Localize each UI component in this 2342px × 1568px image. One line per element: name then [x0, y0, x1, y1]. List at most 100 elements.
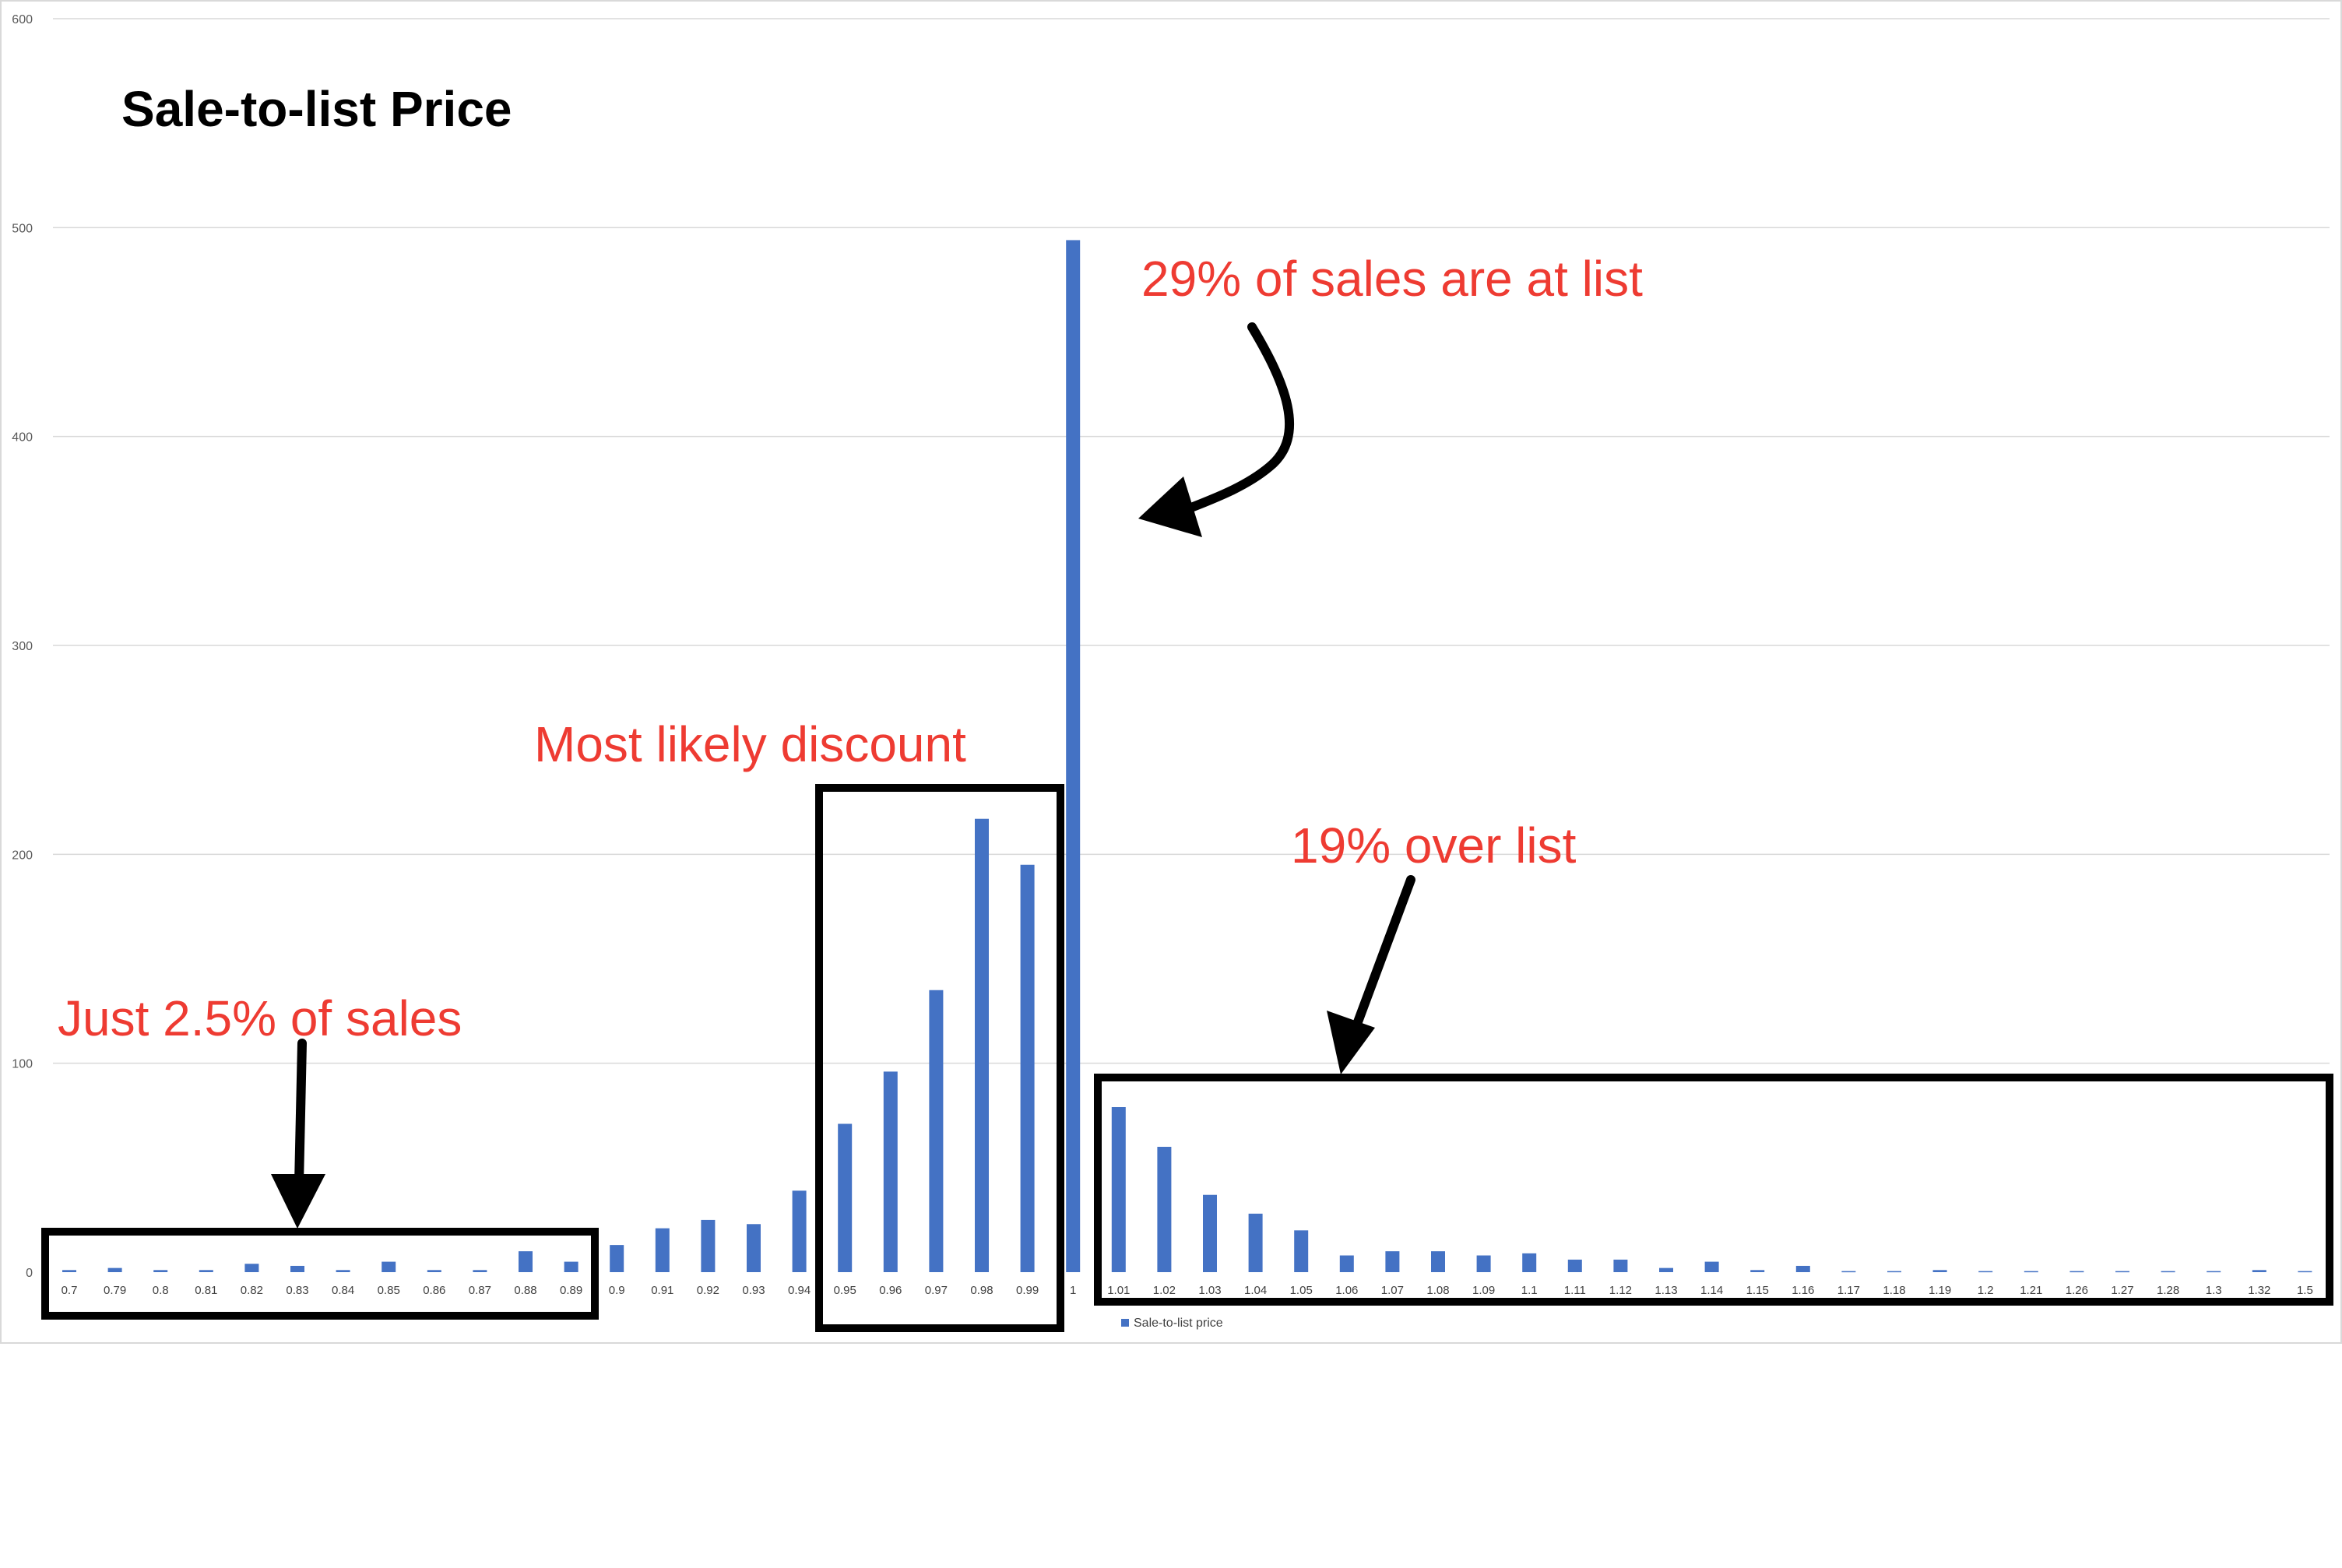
x-tick-label: 1.16: [1792, 1284, 1814, 1297]
y-axis-ticks: 0 100 200 300 400 500 600: [12, 13, 33, 1280]
annotation-at-list: 29% of sales are at list: [1141, 251, 1643, 307]
annotation-low: Just 2.5% of sales: [58, 990, 462, 1046]
arrow-low: [271, 1039, 325, 1229]
bar: [1294, 1230, 1309, 1272]
x-tick-label: 0.93: [742, 1284, 765, 1297]
bar: [2024, 1271, 2038, 1273]
bar: [336, 1270, 350, 1272]
bar: [1020, 864, 1035, 1272]
highlight-box-discount: [815, 784, 1064, 1332]
x-tick-label: 0.88: [514, 1284, 536, 1297]
bar: [1567, 1259, 1582, 1272]
bar: [153, 1270, 168, 1272]
bar: [382, 1261, 396, 1272]
x-tick-label: 0.79: [104, 1284, 126, 1297]
arrow-over-list: [1327, 875, 1415, 1074]
bar: [1066, 240, 1081, 1272]
x-axis-ticks: 0.7 0.79 0.8 0.81 0.82 0.83 0.84 0.85 0.86 0.87 0.…: [62, 1284, 2313, 1297]
annotation-over-list: 19% over list: [1291, 817, 1577, 874]
bar: [1431, 1251, 1445, 1272]
chart-border: [0, 0, 2342, 1344]
x-tick-label: 0.82: [241, 1284, 263, 1297]
y-tick-label: 400: [12, 431, 33, 445]
x-tick-label: 1.17: [1837, 1284, 1860, 1297]
x-tick-label: 0.89: [560, 1284, 582, 1297]
gridlines: [53, 18, 2330, 1064]
bar: [1339, 1255, 1354, 1272]
chart-title: Sale-to-list Price: [121, 81, 512, 137]
bar: [564, 1261, 578, 1272]
x-tick-label: 1.04: [1244, 1284, 1267, 1297]
x-tick-label: 1.19: [1929, 1284, 1951, 1297]
bar: [2252, 1270, 2266, 1272]
x-tick-label: 0.87: [469, 1284, 491, 1297]
bar: [2207, 1271, 2221, 1273]
bar: [1704, 1261, 1719, 1272]
legend-swatch: [1121, 1319, 1129, 1327]
bar: [883, 1071, 898, 1272]
x-tick-label: 1.08: [1426, 1284, 1449, 1297]
x-tick-label: 0.97: [925, 1284, 948, 1297]
y-tick-label: 100: [12, 1058, 33, 1071]
x-tick-label: 1.09: [1472, 1284, 1495, 1297]
x-tick-label: 0.99: [1016, 1284, 1039, 1297]
x-tick-label: 0.91: [651, 1284, 673, 1297]
bar: [1203, 1194, 1217, 1272]
x-tick-label: 0.95: [834, 1284, 856, 1297]
bar: [747, 1224, 761, 1272]
bar: [792, 1190, 807, 1272]
x-tick-label: 1.01: [1107, 1284, 1130, 1297]
x-tick-label: 0.9: [609, 1284, 625, 1297]
x-tick-label: 1.12: [1609, 1284, 1632, 1297]
x-tick-label: 1.13: [1655, 1284, 1677, 1297]
bar: [610, 1245, 624, 1272]
highlight-box-low: [41, 1228, 599, 1320]
x-tick-label: 1.02: [1153, 1284, 1176, 1297]
x-tick-label: 1.18: [1883, 1284, 1905, 1297]
x-tick-label: 0.85: [378, 1284, 400, 1297]
x-tick-label: 1.3: [2206, 1284, 2222, 1297]
bar: [1841, 1271, 1856, 1273]
x-tick-label: 1.26: [2066, 1284, 2088, 1297]
bars: [62, 240, 2312, 1273]
bar: [427, 1270, 441, 1272]
x-tick-label: 1.1: [1521, 1284, 1538, 1297]
y-tick-label: 500: [12, 222, 33, 235]
y-tick-label: 600: [12, 13, 33, 26]
x-tick-label: 0.96: [879, 1284, 902, 1297]
bar: [290, 1265, 304, 1272]
bar: [1613, 1259, 1628, 1272]
x-tick-label: 1.14: [1700, 1284, 1723, 1297]
legend-label: Sale-to-list price: [1134, 1317, 1223, 1330]
x-tick-label: 0.98: [970, 1284, 993, 1297]
bar: [655, 1228, 670, 1272]
bar: [62, 1270, 76, 1272]
bar: [2069, 1271, 2084, 1273]
x-tick-label: 1.32: [2248, 1284, 2270, 1297]
x-tick-label: 1.05: [1290, 1284, 1313, 1297]
bar: [1750, 1270, 1765, 1272]
bar: [107, 1267, 122, 1272]
x-tick-label: 1.15: [1746, 1284, 1769, 1297]
x-tick-label: 1.5: [2297, 1284, 2313, 1297]
x-tick-label: 0.94: [788, 1284, 811, 1297]
y-tick-label: 200: [12, 849, 33, 862]
arrow-at-list: [1138, 322, 1294, 537]
bar: [1932, 1270, 1947, 1272]
bar: [1385, 1251, 1400, 1272]
bar: [701, 1219, 716, 1272]
x-tick-label: 1: [1070, 1284, 1076, 1297]
bar: [1248, 1213, 1263, 1272]
x-tick-label: 1.03: [1198, 1284, 1221, 1297]
bar: [929, 990, 944, 1272]
bar: [1522, 1253, 1537, 1272]
x-tick-label: 0.84: [332, 1284, 354, 1297]
bar: [199, 1270, 213, 1272]
x-tick-label: 0.92: [697, 1284, 719, 1297]
bar: [1795, 1265, 1810, 1272]
bar: [1157, 1147, 1172, 1272]
x-tick-label: 0.81: [195, 1284, 217, 1297]
bar: [1476, 1255, 1491, 1272]
bar: [244, 1264, 259, 1272]
